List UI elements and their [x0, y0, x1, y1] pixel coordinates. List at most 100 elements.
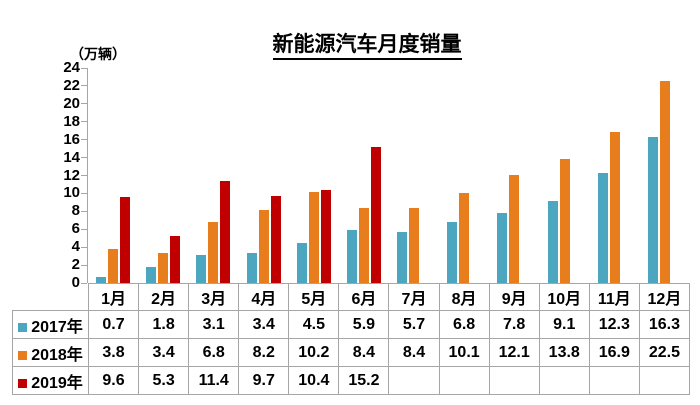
bar-2018年-5月: [308, 191, 319, 283]
y-axis-line: [86, 68, 88, 283]
plot-area: [88, 68, 690, 283]
value-cell: [588, 366, 640, 395]
month-header-cell: 5月: [288, 283, 340, 311]
bar-group-8月: [439, 68, 489, 283]
bar-2018年-11月: [609, 131, 620, 283]
y-axis-tick-label: 24: [63, 59, 80, 76]
value-cell: 16.9: [588, 338, 640, 367]
bar-2017年-1月: [96, 276, 107, 283]
month-header-cell: 8月: [438, 283, 490, 311]
y-axis-tick-label: 8: [71, 202, 80, 220]
bar-2019年-6月: [370, 146, 381, 283]
value-cell: 3.4: [138, 338, 190, 367]
legend-label: 2018年: [31, 346, 83, 364]
bar-2019年-5月: [320, 189, 331, 283]
bar-2019年-1月: [120, 197, 131, 283]
bar-2018年-2月: [158, 252, 169, 283]
bar-2017年-9月: [497, 213, 508, 283]
y-axis-tick: [81, 175, 87, 176]
y-axis-tick-label: 12: [63, 166, 80, 184]
bar-2017年-11月: [597, 172, 608, 283]
bar-2018年-6月: [358, 207, 369, 283]
month-header-cell: 3月: [188, 283, 240, 311]
bar-2017年-8月: [447, 222, 458, 283]
y-axis-tick-label: 2: [71, 256, 80, 274]
table-header-row: 1月 2月 3月 4月 5月 6月 7月 8月 9月 10月 11月 12月: [13, 283, 691, 311]
month-header-cell: 7月: [388, 283, 440, 311]
value-cell: 3.8: [87, 338, 140, 367]
value-cell: [388, 366, 440, 395]
value-cell: 0.7: [87, 310, 140, 339]
table-row-2018年: 2018年 3.8 3.4 6.8 8.2 10.2 8.4 8.4 10.1 12.1 13.8 1…: [12, 338, 691, 367]
value-cell: 8.4: [388, 338, 440, 367]
value-cell: 7.8: [488, 310, 540, 339]
chart-title: 新能源汽车月度销量: [0, 28, 700, 60]
value-cell: [488, 366, 540, 395]
y-axis-tick-label: 10: [63, 184, 80, 202]
bar-2018年-12月: [659, 81, 670, 283]
month-header-cell: 12月: [638, 283, 691, 311]
table-blank-cell: [13, 284, 89, 311]
month-header-cell: 6月: [338, 283, 390, 311]
value-cell: 6.8: [438, 310, 490, 339]
bar-2018年-9月: [509, 174, 520, 283]
value-cell: 5.3: [138, 366, 190, 395]
legend-cell-2019年: 2019年: [12, 366, 89, 395]
value-cell: 11.4: [188, 366, 240, 395]
value-cell: [538, 366, 590, 395]
legend-swatch: [18, 322, 28, 332]
y-axis-tick: [81, 282, 87, 284]
y-axis-tick-label: 0: [71, 274, 80, 291]
data-table: 1月 2月 3月 4月 5月 6月 7月 8月 9月 10月 11月 12月 2017年 0.7 1.8 3.…: [12, 283, 691, 395]
bar-group-9月: [489, 68, 539, 283]
bar-2018年-4月: [258, 209, 269, 283]
value-cell: 12.3: [588, 310, 640, 339]
bar-2017年-5月: [296, 242, 307, 283]
y-axis-tick-label: 20: [63, 94, 80, 112]
legend-cell-2018年: 2018年: [12, 338, 89, 367]
bar-2017年-4月: [246, 252, 257, 283]
legend-swatch: [18, 350, 28, 360]
y-axis-tick: [81, 139, 87, 141]
month-header-cell: 1月: [87, 283, 140, 311]
legend-label: 2019年: [31, 374, 83, 392]
month-header-cell: 4月: [238, 283, 290, 311]
y-axis-tick: [81, 157, 87, 159]
y-axis-tick: [81, 103, 87, 105]
bar-2017年-3月: [196, 255, 207, 283]
bar-2018年-10月: [559, 159, 570, 283]
y-axis-tick: [81, 192, 87, 194]
value-cell: 4.5: [288, 310, 340, 339]
y-axis-tick-label: 18: [63, 112, 80, 130]
y-axis-unit-label: （万辆）: [70, 46, 126, 62]
month-header-cell: 9月: [488, 283, 540, 311]
value-cell: 10.4: [288, 366, 340, 395]
bar-2017年-12月: [647, 136, 658, 283]
value-cell: 1.8: [138, 310, 190, 339]
value-cell: [438, 366, 490, 395]
value-cell: 10.2: [288, 338, 340, 367]
bar-group-3月: [188, 68, 238, 283]
value-cell: 9.6: [87, 366, 140, 395]
bar-group-11月: [590, 68, 640, 283]
value-cell: 6.8: [188, 338, 240, 367]
bar-2017年-6月: [346, 230, 357, 283]
value-cell: 3.1: [188, 310, 240, 339]
bar-2018年-7月: [409, 207, 420, 283]
y-axis-tick-label: 4: [71, 238, 80, 256]
y-axis-tick-label: 16: [63, 130, 80, 148]
value-cell: 10.1: [438, 338, 490, 367]
bar-2019年-4月: [270, 196, 281, 283]
month-header-cell: 10月: [538, 283, 590, 311]
y-axis-tick: [81, 246, 87, 248]
month-header-cell: 11月: [588, 283, 640, 311]
legend-label: 2017年: [31, 318, 83, 336]
value-cell: 8.4: [338, 338, 390, 367]
bar-2017年-7月: [397, 231, 408, 283]
bar-2018年-8月: [459, 192, 470, 283]
value-cell: 9.7: [238, 366, 290, 395]
value-cell: 5.9: [338, 310, 390, 339]
bar-2018年-3月: [208, 222, 219, 283]
bar-group-12月: [640, 68, 690, 283]
bar-group-4月: [239, 68, 289, 283]
